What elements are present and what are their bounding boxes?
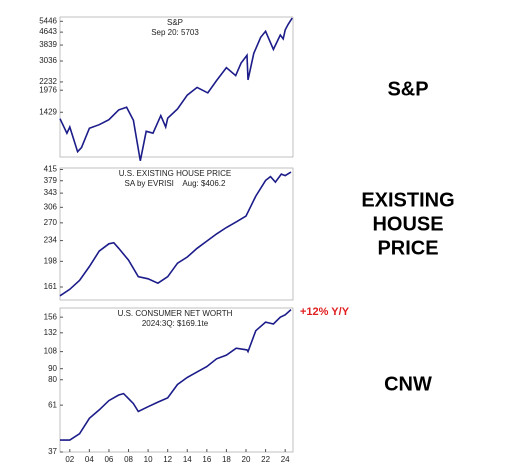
x-tick-label: 02 bbox=[65, 455, 74, 464]
side-label: S&P bbox=[387, 78, 428, 100]
x-tick-label: 14 bbox=[183, 455, 192, 464]
side-label: PRICE bbox=[377, 237, 438, 259]
y-tick-label: 61 bbox=[48, 400, 57, 409]
x-tick-label: 12 bbox=[163, 455, 172, 464]
y-tick-label: 4643 bbox=[39, 27, 57, 36]
y-tick-label: 1429 bbox=[39, 107, 57, 116]
y-tick-label: 108 bbox=[44, 347, 58, 356]
panel-title: S&P bbox=[167, 18, 183, 27]
y-tick-label: 90 bbox=[48, 364, 57, 373]
panel-subtitle: SA by EVRISI Aug: $406.2 bbox=[125, 179, 227, 188]
x-tick-label: 24 bbox=[281, 455, 290, 464]
side-label: EXISTING bbox=[361, 189, 454, 211]
y-tick-label: 132 bbox=[44, 328, 58, 337]
y-tick-label: 3839 bbox=[39, 40, 57, 49]
y-tick-label: 1976 bbox=[39, 85, 57, 94]
y-tick-label: 3036 bbox=[39, 56, 57, 65]
y-tick-label: 198 bbox=[44, 256, 58, 265]
y-tick-label: 415 bbox=[44, 165, 58, 174]
x-tick-label: 10 bbox=[144, 455, 153, 464]
x-tick-label: 22 bbox=[261, 455, 270, 464]
y-tick-label: 156 bbox=[44, 312, 58, 321]
panel-frame bbox=[59, 16, 294, 158]
side-label: CNW bbox=[384, 373, 432, 395]
panel-frame bbox=[59, 167, 294, 301]
side-label: HOUSE bbox=[372, 213, 443, 235]
y-tick-label: 80 bbox=[48, 375, 57, 384]
x-tick-label: 16 bbox=[202, 455, 211, 464]
y-tick-label: 343 bbox=[44, 188, 58, 197]
x-tick-label: 06 bbox=[104, 455, 113, 464]
panel-subtitle: Sep 20: 5703 bbox=[151, 28, 199, 37]
panel-title: U.S. EXISTING HOUSE PRICE bbox=[119, 169, 231, 178]
y-tick-label: 379 bbox=[44, 176, 58, 185]
data-line bbox=[59, 171, 292, 297]
panel-title: U.S. CONSUMER NET WORTH bbox=[118, 309, 233, 318]
y-tick-label: 2232 bbox=[39, 77, 57, 86]
data-line bbox=[59, 17, 293, 161]
y-tick-label: 270 bbox=[44, 218, 58, 227]
data-line bbox=[60, 309, 292, 441]
callout: +12% Y/Y bbox=[300, 306, 350, 318]
y-tick-label: 161 bbox=[44, 282, 58, 291]
y-tick-label: 37 bbox=[48, 447, 57, 456]
x-tick-label: 04 bbox=[85, 455, 94, 464]
panel-subtitle: 2024:3Q: $169.1te bbox=[142, 319, 209, 328]
x-tick-label: 20 bbox=[242, 455, 251, 464]
y-tick-label: 306 bbox=[44, 202, 58, 211]
y-tick-label: 5446 bbox=[39, 16, 57, 25]
x-tick-label: 18 bbox=[222, 455, 231, 464]
x-tick-label: 08 bbox=[124, 455, 133, 464]
y-tick-label: 234 bbox=[44, 236, 58, 245]
